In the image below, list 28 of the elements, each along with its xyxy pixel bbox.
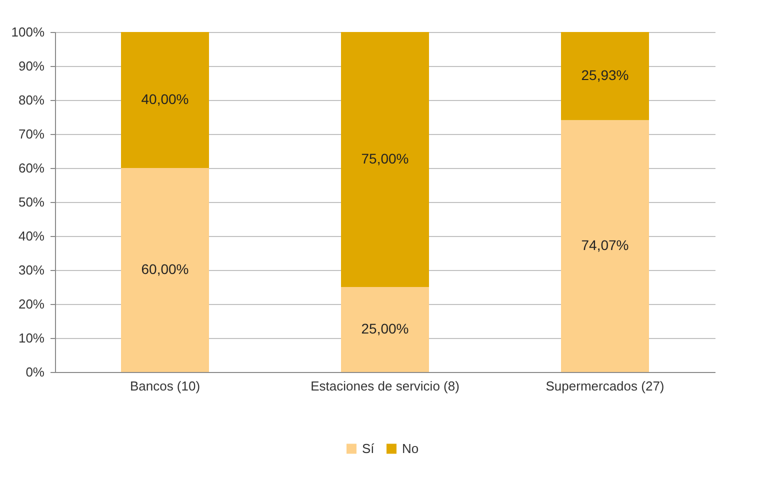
x-tick-label: Estaciones de servicio (8): [310, 378, 460, 394]
y-tick-label: 40%: [18, 228, 45, 244]
y-tick-label: 60%: [18, 160, 45, 176]
data-label: 25,93%: [581, 67, 629, 84]
data-label: 40,00%: [141, 91, 189, 107]
y-tick-label: 80%: [18, 92, 45, 108]
y-tick-label: 0%: [26, 364, 45, 380]
bar: [561, 32, 649, 120]
data-label: 75,00%: [361, 150, 409, 166]
data-label: 25,00%: [361, 320, 409, 336]
data-label: 74,07%: [581, 237, 629, 254]
legend-label: Sí: [362, 440, 375, 456]
data-label: 60,00%: [141, 261, 189, 277]
y-tick-label: 50%: [18, 194, 45, 210]
y-tick-label: 70%: [18, 126, 45, 142]
bar: [121, 32, 209, 168]
y-tick-label: 10%: [18, 330, 45, 346]
y-tick-label: 90%: [18, 58, 45, 74]
x-tick-label: Supermercados (27): [546, 378, 664, 394]
y-tick-label: 20%: [18, 296, 45, 312]
bar: [341, 287, 429, 372]
legend-label: No: [402, 440, 419, 456]
y-tick-label: 30%: [18, 262, 45, 278]
bar: [561, 120, 649, 372]
y-tick-label: 100%: [11, 24, 45, 40]
bar: [341, 32, 429, 287]
x-tick-label: Bancos (10): [130, 378, 200, 394]
bar: [121, 168, 209, 372]
